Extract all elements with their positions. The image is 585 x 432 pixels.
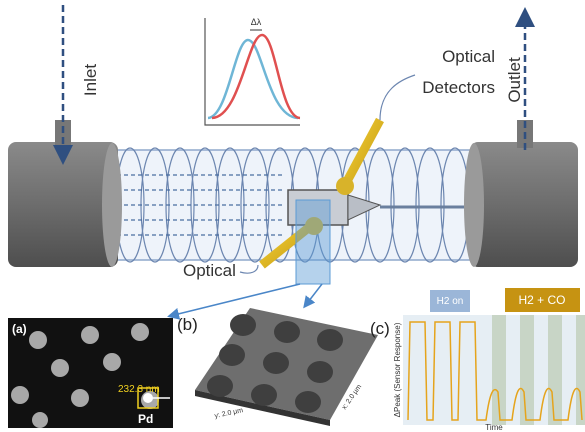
panel-tag: (a)	[12, 322, 27, 336]
panel-tag: (b)	[177, 315, 198, 334]
detectors-label: Detectors	[422, 78, 495, 97]
axis-label: Time	[485, 423, 503, 432]
tube	[100, 148, 490, 262]
zoom-arrow	[170, 284, 300, 316]
inlet-label: Inlet	[81, 64, 100, 96]
zoom-arrow	[305, 284, 322, 306]
callout	[240, 265, 258, 273]
axis-label: y: 2.0 µm	[214, 407, 244, 420]
panel-c: (c) H2 on H2 + CO ΔPeak (Sensor Response…	[370, 288, 585, 432]
panel-tag: (c)	[370, 319, 390, 338]
delta-lambda: Δλ	[251, 17, 262, 27]
panel-a: (a) 232.3 nm Pd	[8, 318, 173, 428]
phase-label: H2 + CO	[518, 293, 565, 307]
phase-label: H2 on	[437, 296, 464, 307]
material: Pd	[138, 412, 153, 426]
spectrum-inset: Δλ	[195, 10, 305, 132]
detectors-label: Optical	[442, 47, 495, 66]
panel-b: (b) y: 2.0 µm x: 2.0 µm	[177, 308, 378, 426]
highlight	[296, 200, 330, 284]
outlet-label: Outlet	[505, 57, 524, 103]
measure: 232.3 nm	[118, 384, 160, 395]
figure: Inlet Outlet Δλ Optical Detectors Optica…	[0, 0, 585, 432]
callout	[380, 75, 415, 120]
optical-label: Optical	[183, 261, 236, 280]
axis-label: ΔPeak (Sensor Response)	[393, 322, 402, 417]
detector	[336, 177, 354, 195]
